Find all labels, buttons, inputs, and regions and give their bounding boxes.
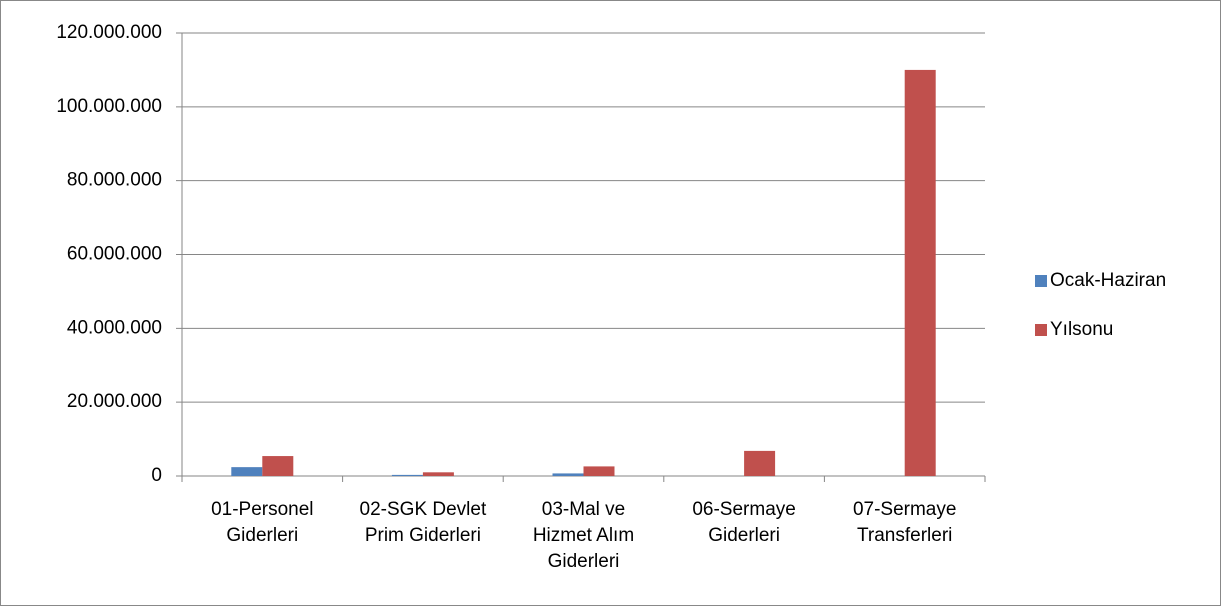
y-tick-label: 20.000.000 bbox=[67, 391, 162, 412]
legend-swatch bbox=[1035, 324, 1047, 336]
x-tick-label-line: Giderleri bbox=[226, 525, 298, 546]
bar bbox=[904, 69, 936, 477]
y-tick-label: 60.000.000 bbox=[67, 244, 162, 265]
x-tick-label: 03-Mal ve Hizmet Alım Giderleri bbox=[533, 499, 634, 572]
legend-label: Ocak-Haziran bbox=[1050, 270, 1166, 291]
x-tick-label: 06-Sermaye Giderleri bbox=[692, 499, 796, 546]
y-tick-label: 80.000.000 bbox=[67, 170, 162, 191]
bar bbox=[262, 456, 294, 476]
y-tick-label: 100.000.000 bbox=[56, 96, 162, 117]
bar bbox=[552, 473, 584, 476]
x-tick-label: 01-Personel Giderleri bbox=[211, 499, 313, 546]
x-tick-label-line: 01-Personel bbox=[211, 499, 313, 520]
x-tick-label-line: Giderleri bbox=[708, 525, 780, 546]
bar bbox=[583, 466, 615, 476]
bar bbox=[231, 467, 263, 476]
y-tick-label: 0 bbox=[151, 465, 162, 486]
bar bbox=[744, 450, 776, 476]
x-tick-label-line: 03-Mal ve bbox=[542, 499, 625, 520]
bar bbox=[391, 474, 423, 476]
bar bbox=[422, 472, 454, 476]
x-tick-label-line: 02-SGK Devlet bbox=[360, 499, 487, 520]
x-tick-label-line: Giderleri bbox=[548, 551, 620, 572]
x-tick-label-line: Prim Giderleri bbox=[365, 525, 481, 546]
y-tick-label: 120.000.000 bbox=[56, 22, 162, 43]
x-tick-label-line: 06-Sermaye bbox=[692, 499, 796, 520]
y-tick-label: 40.000.000 bbox=[67, 317, 162, 338]
x-tick-label-line: Transferleri bbox=[857, 525, 952, 546]
x-tick-label: 02-SGK Devlet Prim Giderleri bbox=[360, 499, 487, 546]
x-tick-label-line: 07-Sermaye bbox=[853, 499, 957, 520]
x-tick-label-line: Hizmet Alım bbox=[533, 525, 634, 546]
legend-label: Yılsonu bbox=[1050, 319, 1113, 340]
legend-swatch bbox=[1035, 275, 1047, 287]
x-tick-label: 07-Sermaye Transferleri bbox=[853, 499, 957, 546]
